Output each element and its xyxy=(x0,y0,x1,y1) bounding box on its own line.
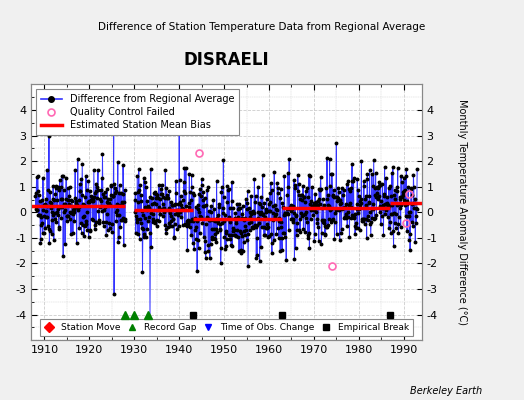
Text: Berkeley Earth: Berkeley Earth xyxy=(410,386,482,396)
Y-axis label: Monthly Temperature Anomaly Difference (°C): Monthly Temperature Anomaly Difference (… xyxy=(457,99,467,325)
Legend: Station Move, Record Gap, Time of Obs. Change, Empirical Break: Station Move, Record Gap, Time of Obs. C… xyxy=(40,320,413,336)
Title: DISRAELI: DISRAELI xyxy=(183,51,269,69)
Text: Difference of Station Temperature Data from Regional Average: Difference of Station Temperature Data f… xyxy=(99,22,425,32)
